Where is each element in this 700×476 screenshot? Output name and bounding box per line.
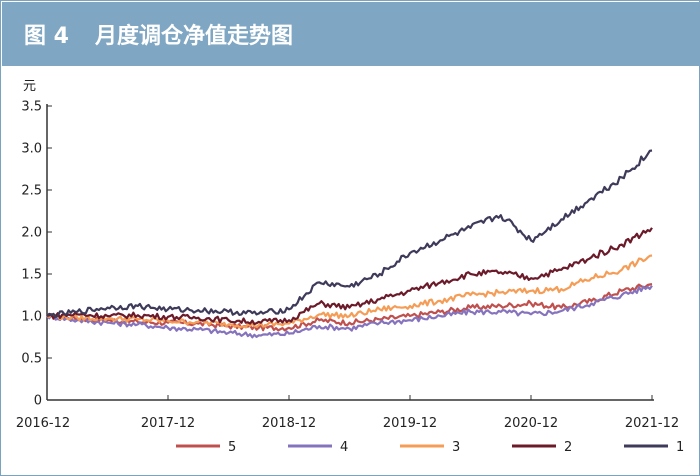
series-line-2 — [46, 227, 653, 326]
series-line-1 — [46, 149, 653, 319]
x-tick-label: 2018-12 — [262, 416, 316, 431]
chart-axes: 元 0 0.5 1.0 1.5 2.0 2.5 3.0 3.5 2016-12 2017-12 201… — [16, 79, 679, 431]
y-tick-label: 3.0 — [21, 142, 42, 157]
x-tick-label: 2017-12 — [141, 416, 195, 431]
y-tick-label: 0.5 — [21, 352, 42, 367]
legend-label-2: 2 — [564, 440, 572, 455]
x-tick-label: 2020-12 — [504, 416, 558, 431]
figure-number: 图 4 — [24, 24, 69, 49]
y-tick-label: 3.5 — [21, 100, 42, 115]
y-tick-label: 2.0 — [21, 226, 42, 241]
y-tick-label: 2.5 — [21, 184, 42, 199]
legend-label-5: 5 — [228, 440, 236, 455]
series-line-4 — [46, 285, 653, 339]
figure-title: 月度调仓净值走势图 — [94, 24, 293, 49]
x-tick-label: 2021-12 — [625, 416, 679, 431]
y-tick-label: 1.0 — [21, 310, 42, 325]
chart-series-lines — [46, 149, 653, 339]
y-tick-label: 1.5 — [21, 268, 42, 283]
x-tick-label: 2019-12 — [383, 416, 437, 431]
legend-label-1: 1 — [676, 440, 684, 455]
legend-label-3: 3 — [452, 440, 460, 455]
figure-title-bar: 图 4 月度调仓净值走势图 — [2, 2, 700, 66]
y-tick-label: 0 — [34, 394, 42, 409]
x-tick-label: 2016-12 — [16, 416, 70, 431]
y-axis-unit-label: 元 — [23, 79, 36, 94]
series-line-3 — [46, 254, 653, 329]
legend-label-4: 4 — [340, 440, 348, 455]
chart-legend: 5 4 3 2 1 — [176, 440, 684, 455]
